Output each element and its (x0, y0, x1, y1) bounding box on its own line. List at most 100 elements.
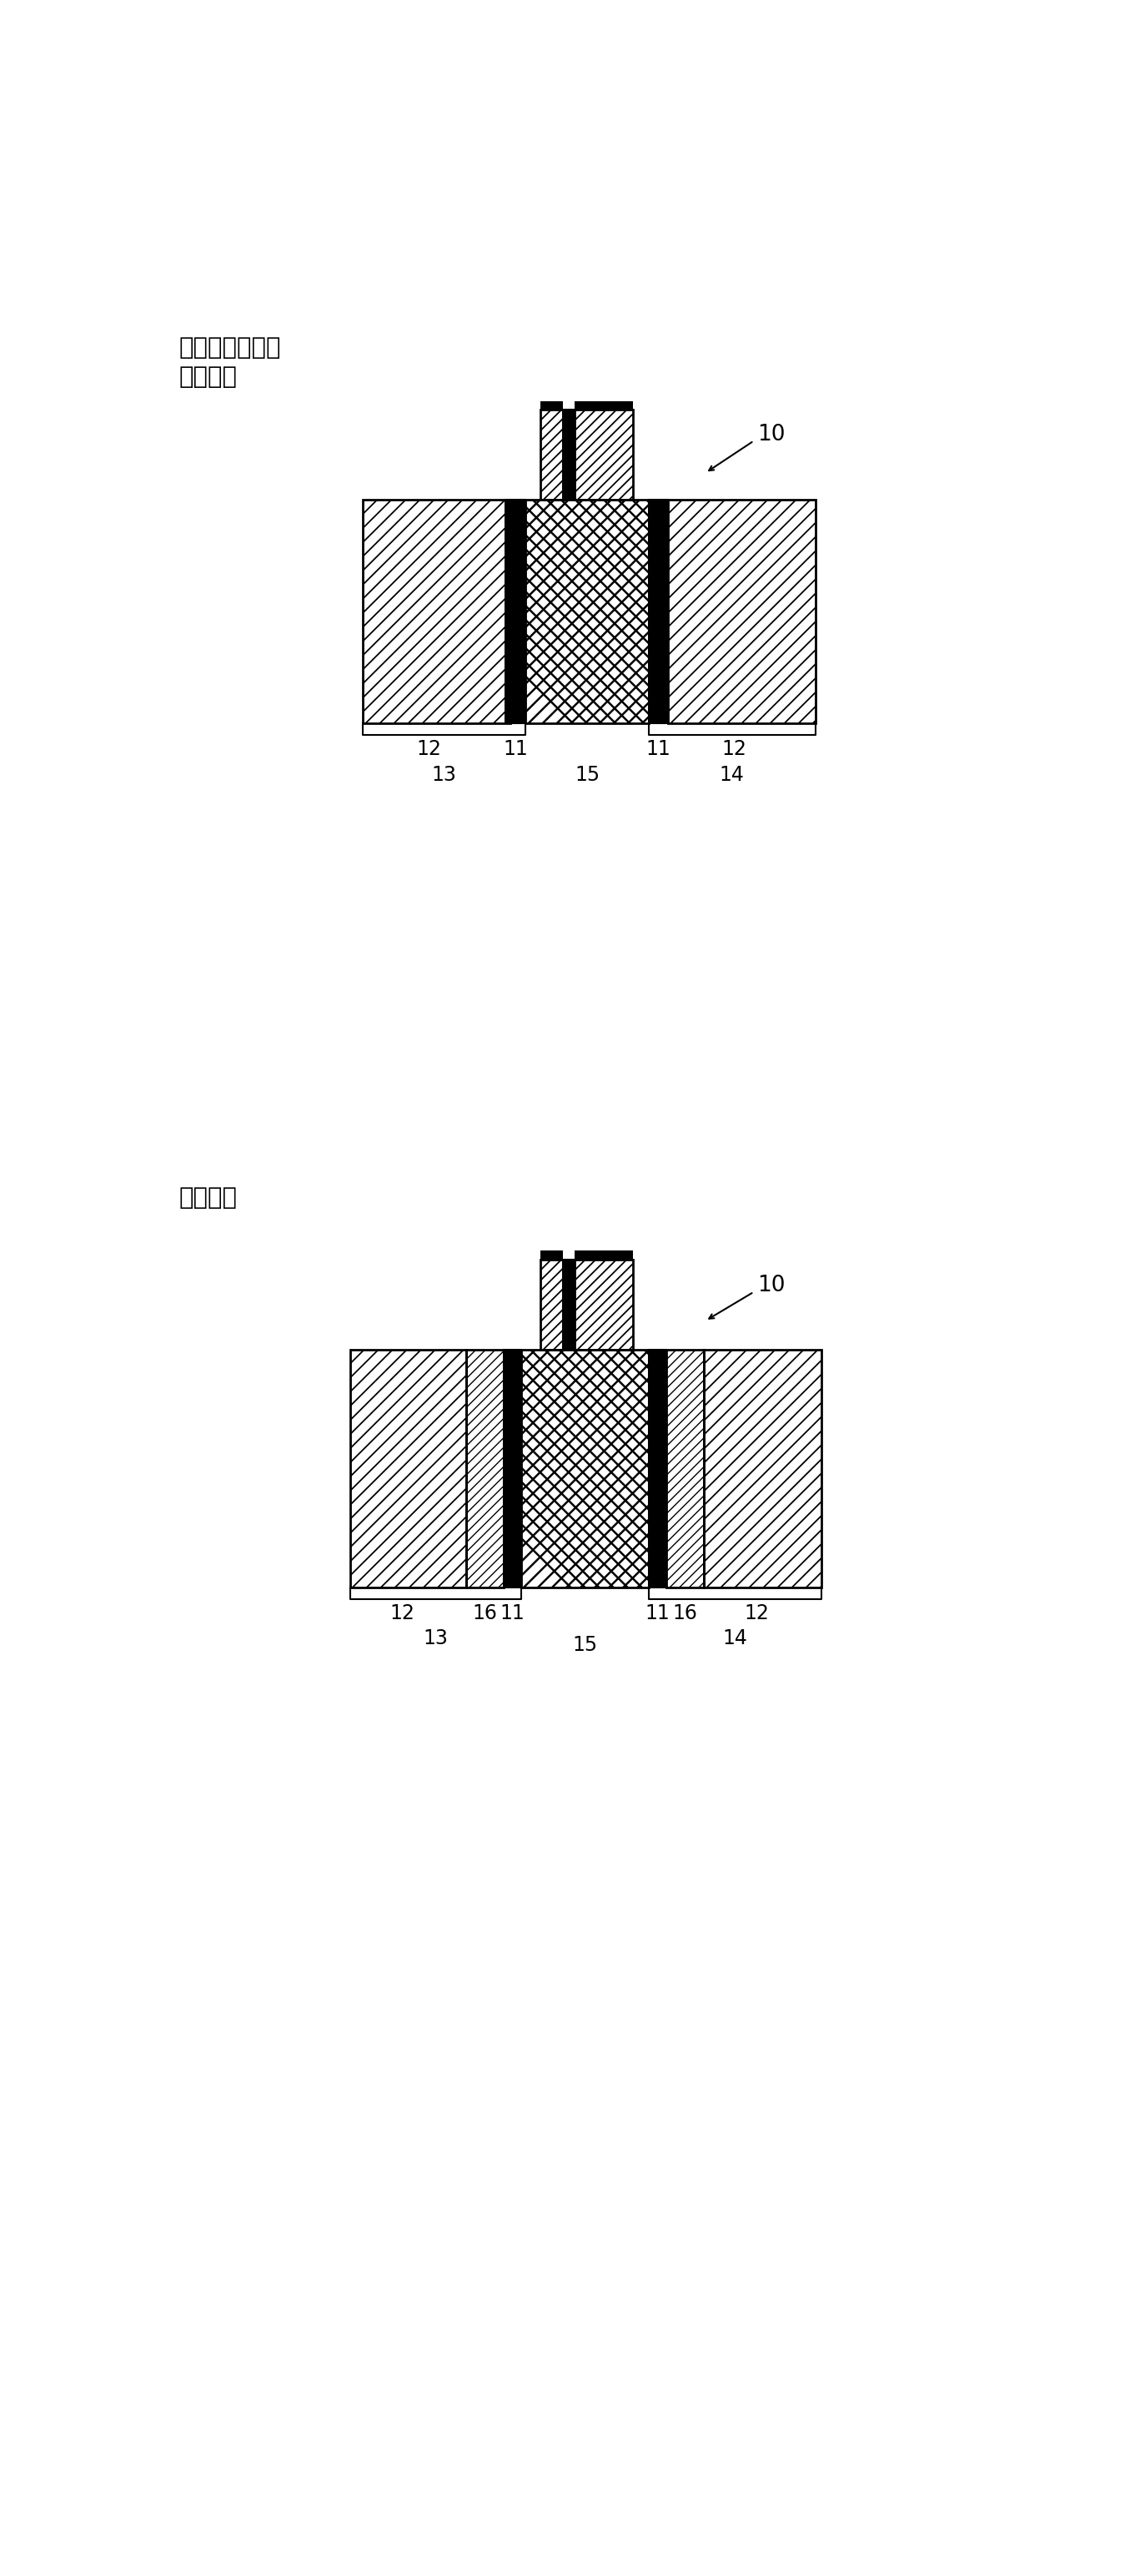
Bar (526, 500, 648, 724)
Bar (526, 500, 648, 724)
Bar (540, 410, 563, 500)
Bar (363, 500, 511, 724)
Bar (521, 1350, 648, 1587)
Bar (521, 1350, 648, 1587)
Bar (540, 410, 563, 500)
Bar (666, 1350, 704, 1587)
Bar (668, 500, 815, 724)
Bar (575, 410, 633, 500)
Bar (668, 500, 815, 724)
Bar (350, 1350, 466, 1587)
Bar (540, 410, 563, 500)
Bar (668, 500, 815, 724)
Bar (575, 1260, 633, 1350)
Bar (521, 1350, 648, 1587)
Bar (540, 1260, 563, 1350)
Bar (575, 410, 633, 500)
Bar (526, 500, 648, 724)
Bar (668, 500, 815, 724)
Bar (575, 410, 633, 500)
Bar (668, 500, 815, 724)
Bar (466, 1350, 504, 1587)
Bar (363, 500, 511, 724)
Bar (363, 500, 511, 724)
Bar (668, 500, 815, 724)
Bar (350, 1350, 466, 1587)
Bar (526, 500, 648, 724)
Bar (540, 1260, 563, 1350)
Bar (466, 1350, 504, 1587)
Bar (350, 1350, 466, 1587)
Bar (521, 1350, 648, 1587)
Bar (704, 1350, 822, 1587)
Bar (363, 500, 511, 724)
Bar (704, 1350, 822, 1587)
Bar (575, 1260, 633, 1350)
Bar (575, 1260, 633, 1350)
Bar (526, 500, 648, 724)
Bar (526, 500, 648, 724)
Bar (363, 500, 511, 724)
Bar (575, 1260, 633, 1350)
Bar (666, 1350, 704, 1587)
Bar (704, 1350, 822, 1587)
Bar (575, 410, 633, 500)
Bar (666, 1350, 704, 1587)
Text: 【書類名】図面: 【書類名】図面 (179, 335, 281, 361)
Bar (704, 1350, 822, 1587)
Bar (466, 1350, 504, 1587)
Bar (363, 500, 511, 724)
Bar (526, 500, 648, 724)
Bar (466, 1350, 504, 1587)
Bar (363, 500, 511, 724)
Bar (466, 1350, 504, 1587)
Bar (668, 500, 815, 724)
Bar (521, 1350, 648, 1587)
Bar (526, 500, 648, 724)
Bar (363, 500, 511, 724)
Bar (521, 1350, 648, 1587)
Bar (521, 1350, 648, 1587)
Bar (521, 1350, 648, 1587)
Bar (363, 500, 511, 724)
Bar (668, 500, 815, 724)
Bar (666, 1350, 704, 1587)
Bar (363, 500, 511, 724)
Bar (668, 500, 815, 724)
Bar (668, 500, 815, 724)
Bar (466, 1350, 504, 1587)
Bar (350, 1350, 466, 1587)
Bar (521, 1350, 648, 1587)
Bar (668, 500, 815, 724)
Bar (526, 500, 648, 724)
Bar (668, 500, 815, 724)
Bar (363, 500, 511, 724)
Bar (540, 1260, 563, 1350)
Bar (666, 1350, 704, 1587)
Bar (540, 410, 563, 500)
Bar (350, 1350, 466, 1587)
Bar (526, 500, 648, 724)
Bar (363, 500, 511, 724)
Bar (521, 1350, 648, 1587)
Bar (526, 500, 648, 724)
Bar (526, 500, 648, 724)
Bar (540, 1260, 563, 1350)
Bar (466, 1350, 504, 1587)
Bar (666, 1350, 704, 1587)
Bar (521, 1350, 648, 1587)
Bar (648, 1350, 666, 1587)
Bar (363, 500, 511, 724)
Bar (666, 1350, 704, 1587)
Bar (526, 500, 648, 724)
Bar (526, 500, 648, 724)
Bar (540, 410, 563, 500)
Bar (666, 1350, 704, 1587)
Bar (466, 1350, 504, 1587)
Bar (666, 1350, 704, 1587)
Bar (526, 500, 648, 724)
Bar (704, 1350, 822, 1587)
Bar (704, 1350, 822, 1587)
Bar (668, 500, 815, 724)
Bar (526, 500, 648, 724)
